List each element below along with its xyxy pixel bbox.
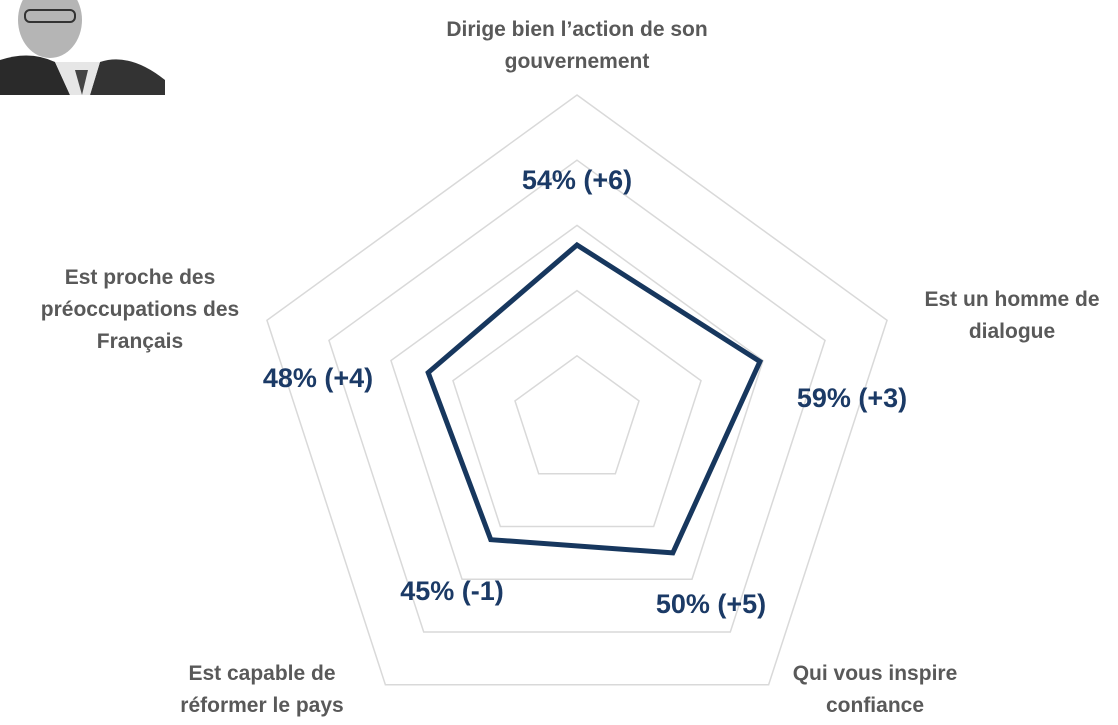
value-label: 59% (+3) — [797, 383, 907, 413]
portrait — [0, 0, 165, 95]
category-label: Est capable de réformer le pays — [162, 658, 362, 722]
category-label: Dirige bien l’action de son gouvernement — [442, 14, 712, 78]
value-label: 45% (-1) — [400, 576, 504, 606]
category-label: Est un homme de dialogue — [892, 284, 1118, 348]
category-label: Est proche des préoccupations des França… — [5, 262, 275, 358]
data-line — [428, 245, 760, 553]
value-label: 48% (+4) — [263, 363, 373, 393]
category-label: Qui vous inspire confiance — [765, 658, 985, 722]
chart: 54% (+6) 59% (+3) 50% (+5) 45% (-1) 48% (+4) — [0, 0, 1118, 725]
page: {"chart_data": {"type": "radar", "catego… — [0, 0, 1118, 725]
grid-ring — [329, 160, 825, 632]
value-label: 54% (+6) — [522, 165, 632, 195]
grid-ring — [515, 356, 639, 474]
value-label: 50% (+5) — [656, 589, 766, 619]
grid-ring — [453, 291, 701, 527]
